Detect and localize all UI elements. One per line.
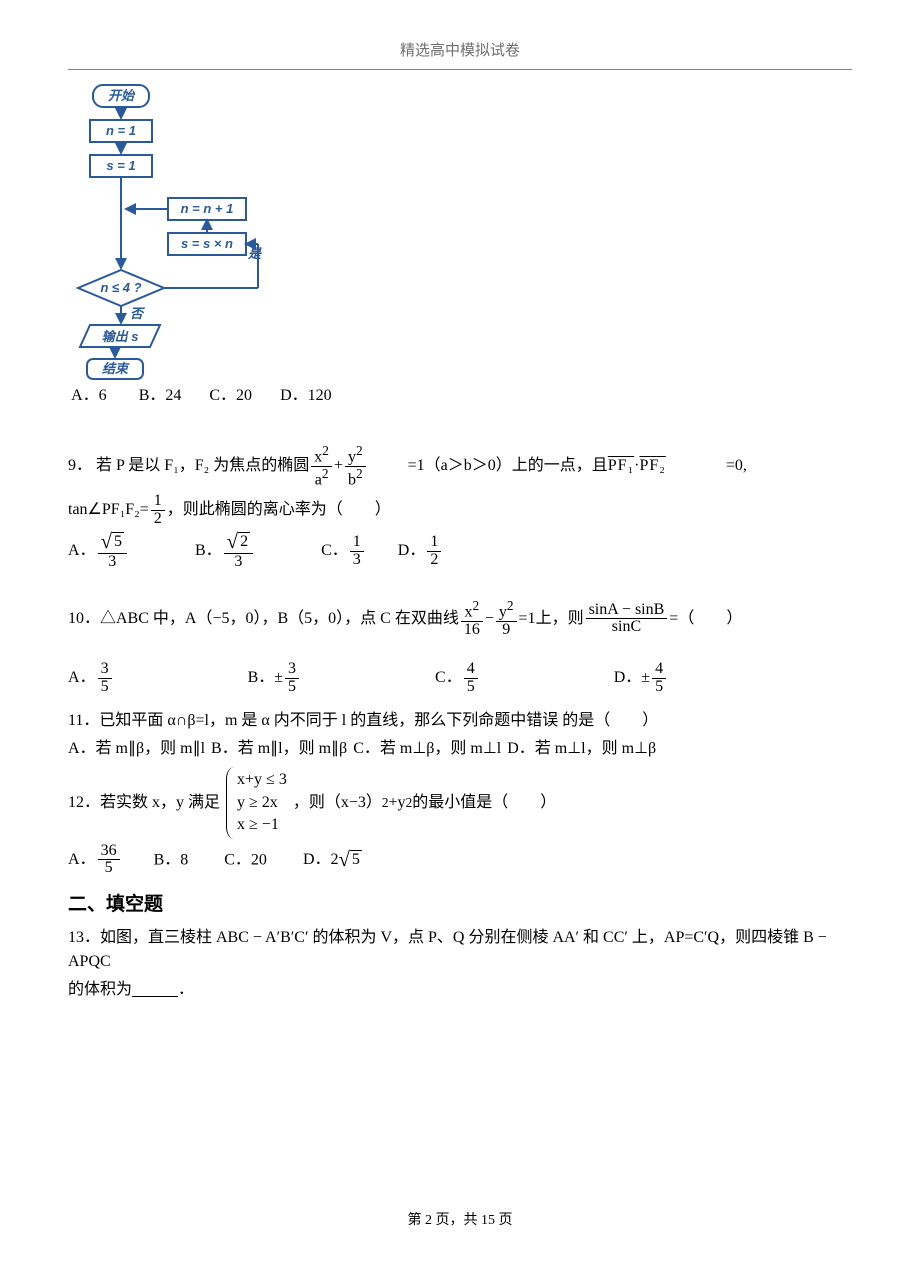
flowchart-q8: 开始 n = 1 s = 1 n = n + 1 s = s × n 是 n ≤… [68,80,268,380]
q9-vec: PF₁·PF₂ [608,454,666,478]
q12-system: x+y ≤ 3 y ≥ 2x x ≥ −1 [226,767,293,838]
fc-init-s: s = 1 [106,158,135,173]
q13-line1: 13．如图，直三棱柱 ABC − A′B′C′ 的体积为 V，点 P、Q 分别在… [68,926,852,974]
q10-options: A． 35 B．± 35 C． 45 D．± 45 [68,661,852,696]
q11-opt-a: A．若 m∥β，则 m∥l [68,737,205,761]
page-header: 精选高中模拟试卷 [68,40,852,70]
q8-opt-b: B．24 [139,387,182,404]
q9-options: A． √53 B． √23 C． 13 D． 12 [68,531,852,571]
q10-line: 10．△ABC 中，A（−5，0），B（5，0），点 C 在双曲线 x2 16 … [68,599,852,639]
q8-opt-a: A．6 [71,387,107,404]
q13-blank [132,982,178,997]
q10-opt-b: B．± 35 [248,661,301,696]
q11-opt-c: C．若 m⊥β，则 m⊥l [353,737,501,761]
fc-cond: n ≤ 4 ? [100,280,141,295]
q9-frac1: x2 a2 [311,444,332,489]
q11-opt-b: B．若 m∥l，则 m∥β [211,737,347,761]
q9-opt-b: B． √23 [195,531,255,571]
q8-opt-c: C．20 [209,387,252,404]
q11-stem: 11．已知平面 α∩β=l，m 是 α 内不同于 l 的直线，那么下列命题中错误… [68,709,852,733]
q10-opt-d: D．± 45 [614,661,668,696]
q9-opt-c: C． 13 [321,534,366,569]
page-footer: 第 2 页，共 15 页 [0,1210,920,1231]
q10-opt-c: C． 45 [435,661,480,696]
q9-frac2: y2 b2 [345,444,366,489]
q9-opt-d: D． 12 [398,534,444,569]
q8-options: A．6 B．24 C．20 D．120 [68,384,852,408]
q12-opt-a: A． 365 [68,843,122,878]
fc-no: 否 [130,306,146,321]
q9-pre: 9． 若 P 是以 F₁，F₂ 为焦点的椭圆 [68,454,309,478]
header-text: 精选高中模拟试卷 [400,43,520,59]
q9-line2: tan∠PF₁F₂= 1 2 ，则此椭圆的离心率为（ ） [68,493,852,528]
fc-end: 结束 [102,361,130,376]
fc-start: 开始 [108,88,136,103]
q12-options: A． 365 B．8 C．20 D．2√5 [68,843,852,878]
fc-init-n: n = 1 [106,123,136,138]
q9-opt-a: A． √53 [68,531,129,571]
q10-opt-a: A． 35 [68,661,114,696]
section-2-heading: 二、填空题 [68,891,852,920]
fc-yes: 是 [247,246,262,261]
fc-mul: s = s × n [181,236,233,251]
q12-stem: 12．若实数 x，y 满足 x+y ≤ 3 y ≥ 2x x ≥ −1 ，则（x… [68,767,852,838]
page: 精选高中模拟试卷 开始 n = 1 s = 1 n = n + 1 s = s … [0,0,920,1273]
q11-opt-d: D．若 m⊥l，则 m⊥β [507,737,656,761]
q11-options: A．若 m∥β，则 m∥l B．若 m∥l，则 m∥β C．若 m⊥β，则 m⊥… [68,737,852,761]
q13-line2: 的体积为 ． [68,978,852,1002]
q9-line1: 9． 若 P 是以 F₁，F₂ 为焦点的椭圆 x2 a2 + y2 b2 =1（… [68,444,852,489]
q12-opt-b: B．8 [154,851,189,868]
q12-opt-c: C．20 [224,851,267,868]
fc-output: 输出 s [102,329,139,344]
q12-opt-d: D．2√5 [303,844,362,875]
fc-inc: n = n + 1 [181,201,234,216]
q8-opt-d: D．120 [280,387,332,404]
